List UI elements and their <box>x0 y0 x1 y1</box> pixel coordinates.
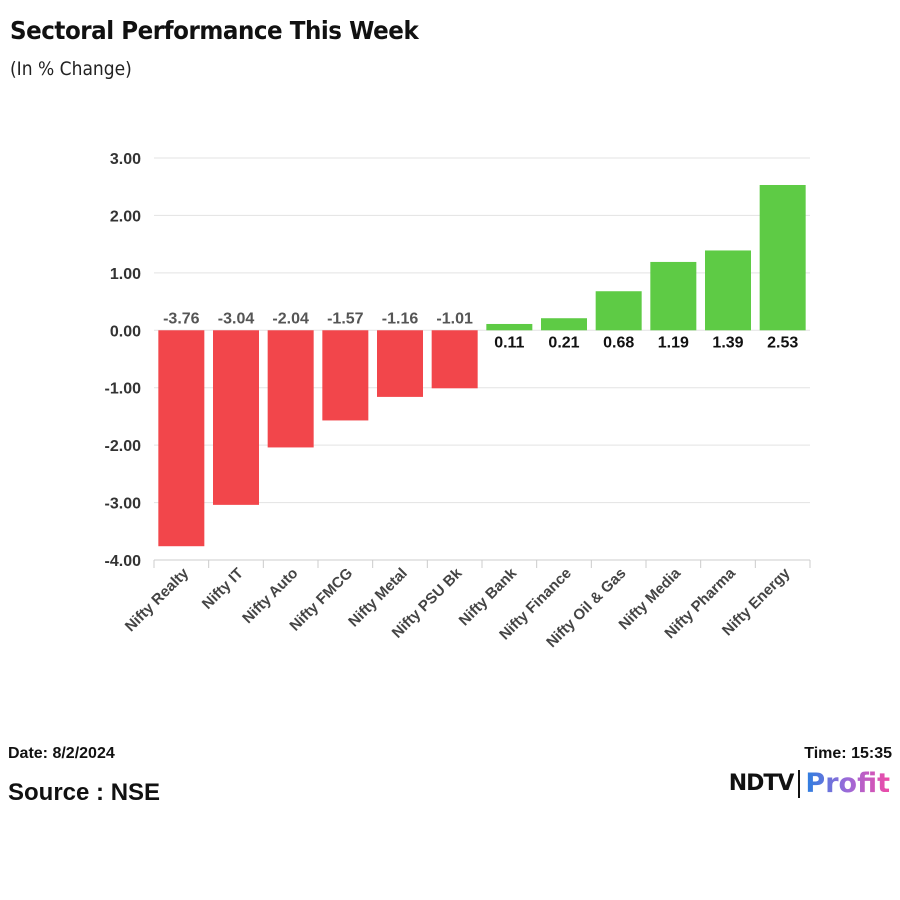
chart-subtitle: (In % Change) <box>10 58 132 80</box>
x-tick-label: Nifty Realty <box>122 564 193 635</box>
logo-divider <box>798 769 801 798</box>
y-tick-label: -4.00 <box>105 553 142 570</box>
y-tick-label: -2.00 <box>105 438 142 455</box>
ndtv-profit-logo: NDTV Profit <box>729 768 890 799</box>
data-label: -3.76 <box>163 310 200 327</box>
logo-ndtv: NDTV <box>728 771 795 796</box>
bar-nifty-oil-gas <box>595 291 642 331</box>
date-label: Date: 8/2/2024 <box>8 745 115 762</box>
bar-nifty-pharma <box>705 250 751 331</box>
x-tick-label: Nifty IT <box>199 565 247 613</box>
logo-profit: Profit <box>805 768 890 799</box>
bar-nifty-energy <box>759 184 806 331</box>
chart-title: Sectoral Performance This Week <box>10 16 419 45</box>
data-label: 1.19 <box>658 334 689 351</box>
data-label: -1.01 <box>436 310 473 327</box>
time-label: Time: 15:35 <box>804 745 892 762</box>
data-label: 0.11 <box>494 334 524 351</box>
y-tick-label: 3.00 <box>110 151 141 168</box>
bar-nifty-psu-bk <box>431 330 478 389</box>
y-tick-label: -1.00 <box>105 381 142 398</box>
bar-nifty-auto <box>267 330 314 448</box>
data-label: -1.16 <box>382 310 419 327</box>
bar-nifty-realty <box>158 330 205 547</box>
bar-nifty-bank <box>486 323 533 331</box>
bar-nifty-it <box>213 330 259 505</box>
data-label: -1.57 <box>327 310 364 327</box>
source-label: Source : NSE <box>8 779 161 806</box>
y-tick-label: 2.00 <box>110 208 141 225</box>
bar-nifty-fmcg <box>322 330 369 421</box>
data-label: 1.39 <box>712 334 743 351</box>
y-tick-label: 1.00 <box>110 266 141 283</box>
y-tick-label: 0.00 <box>110 323 141 340</box>
bar-nifty-finance <box>541 318 587 331</box>
y-tick-label: -3.00 <box>105 496 142 513</box>
data-label: 0.21 <box>548 334 579 351</box>
bar-nifty-media <box>650 261 697 331</box>
data-label: 0.68 <box>603 334 634 351</box>
data-label: -3.04 <box>218 310 255 327</box>
bar-nifty-metal <box>377 330 423 397</box>
data-label: -2.04 <box>272 310 309 327</box>
data-label: 2.53 <box>767 334 798 351</box>
